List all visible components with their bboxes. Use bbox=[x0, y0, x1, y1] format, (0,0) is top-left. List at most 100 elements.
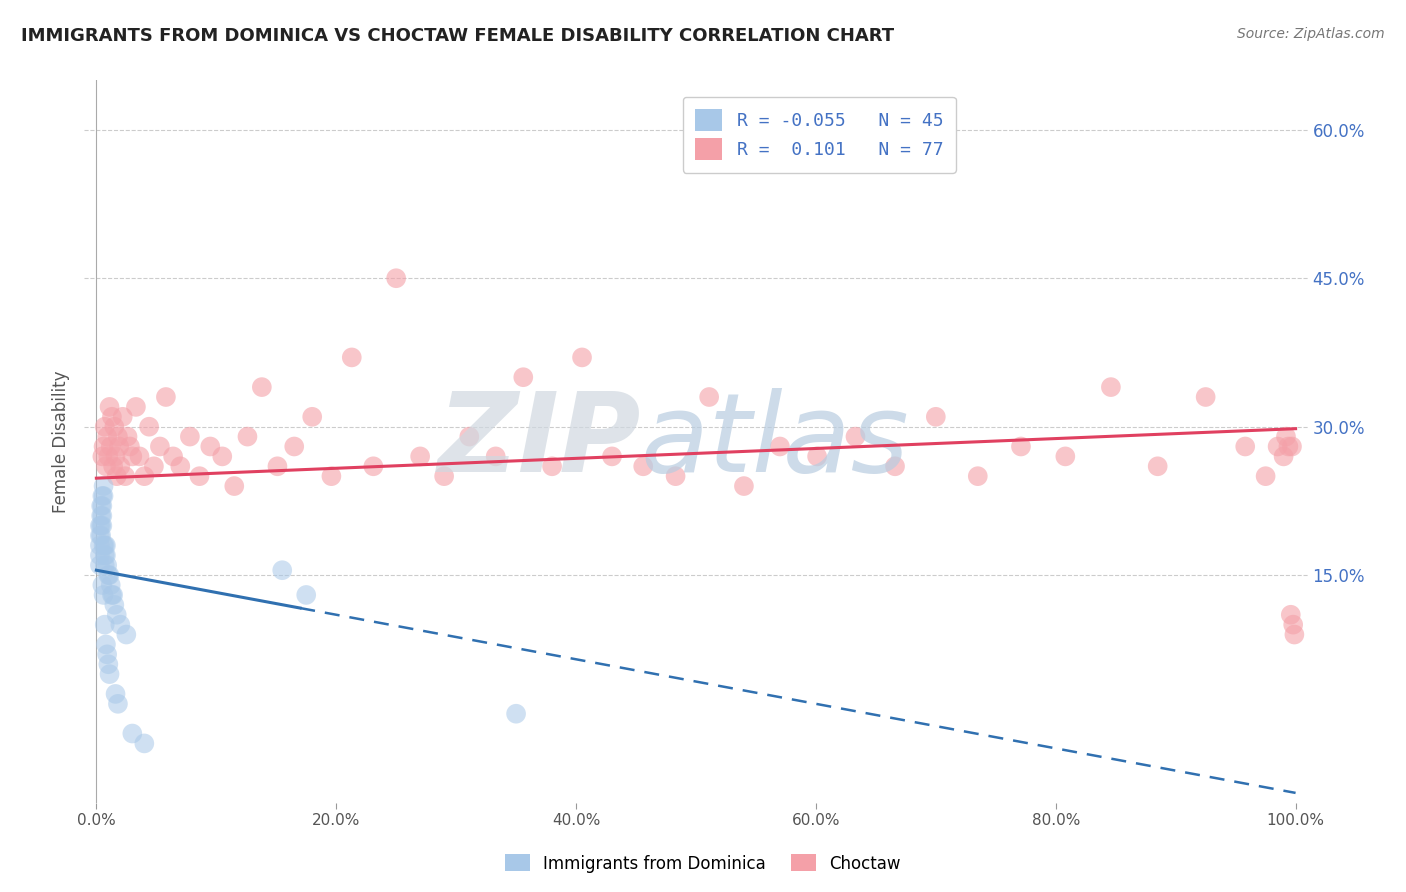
Point bbox=[1195, 390, 1218, 404]
Point bbox=[433, 469, 456, 483]
Point bbox=[169, 459, 191, 474]
Point bbox=[117, 429, 139, 443]
Point bbox=[100, 578, 122, 592]
Point bbox=[107, 697, 129, 711]
Point bbox=[134, 736, 156, 750]
Point bbox=[162, 450, 184, 464]
Point bbox=[91, 489, 114, 503]
Point bbox=[94, 539, 117, 553]
Point bbox=[101, 588, 124, 602]
Point bbox=[966, 469, 988, 483]
Legend: Immigrants from Dominica, Choctaw: Immigrants from Dominica, Choctaw bbox=[498, 847, 908, 880]
Point bbox=[96, 648, 118, 662]
Point bbox=[769, 440, 792, 454]
Point bbox=[93, 479, 115, 493]
Point bbox=[110, 459, 132, 474]
Text: Source: ZipAtlas.com: Source: ZipAtlas.com bbox=[1237, 27, 1385, 41]
Point bbox=[103, 598, 125, 612]
Point bbox=[101, 459, 124, 474]
Point bbox=[512, 370, 534, 384]
Point bbox=[90, 528, 112, 542]
Point bbox=[138, 419, 160, 434]
Point bbox=[301, 409, 323, 424]
Point bbox=[98, 667, 121, 681]
Point bbox=[121, 450, 143, 464]
Point bbox=[188, 469, 211, 483]
Point bbox=[89, 539, 111, 553]
Point bbox=[155, 390, 177, 404]
Y-axis label: Female Disability: Female Disability bbox=[52, 370, 70, 513]
Point bbox=[97, 568, 120, 582]
Point bbox=[114, 469, 136, 483]
Point bbox=[844, 429, 866, 443]
Point bbox=[91, 518, 114, 533]
Point bbox=[925, 409, 948, 424]
Point bbox=[1010, 440, 1032, 454]
Point bbox=[115, 627, 138, 641]
Point bbox=[600, 450, 623, 464]
Point bbox=[385, 271, 408, 285]
Point bbox=[125, 400, 148, 414]
Point bbox=[321, 469, 343, 483]
Point bbox=[98, 400, 121, 414]
Point bbox=[104, 450, 127, 464]
Point bbox=[541, 459, 564, 474]
Point bbox=[97, 450, 120, 464]
Point bbox=[665, 469, 688, 483]
Point bbox=[250, 380, 273, 394]
Point bbox=[94, 459, 117, 474]
Point bbox=[409, 450, 432, 464]
Point bbox=[363, 459, 385, 474]
Point bbox=[101, 409, 124, 424]
Point bbox=[94, 549, 117, 563]
Point bbox=[1277, 440, 1299, 454]
Point bbox=[91, 578, 114, 592]
Point bbox=[105, 607, 128, 622]
Point bbox=[458, 429, 481, 443]
Point bbox=[103, 419, 125, 434]
Point bbox=[121, 726, 143, 740]
Point bbox=[224, 479, 246, 493]
Point bbox=[806, 450, 828, 464]
Point bbox=[1272, 450, 1295, 464]
Point bbox=[1275, 429, 1298, 443]
Point bbox=[1234, 440, 1257, 454]
Point bbox=[90, 499, 112, 513]
Point bbox=[96, 558, 118, 573]
Point bbox=[93, 617, 117, 632]
Point bbox=[1054, 450, 1077, 464]
Point bbox=[1267, 440, 1289, 454]
Point bbox=[91, 499, 114, 513]
Point bbox=[97, 657, 120, 672]
Point bbox=[93, 539, 115, 553]
Point bbox=[118, 440, 141, 454]
Point bbox=[93, 558, 117, 573]
Point bbox=[93, 419, 117, 434]
Point bbox=[884, 459, 907, 474]
Point bbox=[733, 479, 755, 493]
Point bbox=[283, 440, 305, 454]
Point bbox=[142, 459, 165, 474]
Point bbox=[340, 351, 363, 365]
Point bbox=[211, 450, 233, 464]
Point bbox=[91, 450, 114, 464]
Point bbox=[90, 508, 112, 523]
Point bbox=[100, 440, 122, 454]
Point bbox=[1146, 459, 1168, 474]
Point bbox=[179, 429, 201, 443]
Text: ZIP: ZIP bbox=[437, 388, 641, 495]
Point bbox=[108, 440, 131, 454]
Point bbox=[236, 429, 259, 443]
Point bbox=[105, 469, 128, 483]
Point bbox=[1279, 607, 1302, 622]
Point bbox=[271, 563, 294, 577]
Point bbox=[134, 469, 156, 483]
Point bbox=[1254, 469, 1277, 483]
Point bbox=[101, 588, 124, 602]
Legend: R = -0.055   N = 45, R =  0.101   N = 77: R = -0.055 N = 45, R = 0.101 N = 77 bbox=[683, 96, 956, 173]
Point bbox=[94, 637, 117, 651]
Point bbox=[89, 528, 111, 542]
Point bbox=[571, 351, 593, 365]
Point bbox=[104, 687, 127, 701]
Point bbox=[110, 617, 132, 632]
